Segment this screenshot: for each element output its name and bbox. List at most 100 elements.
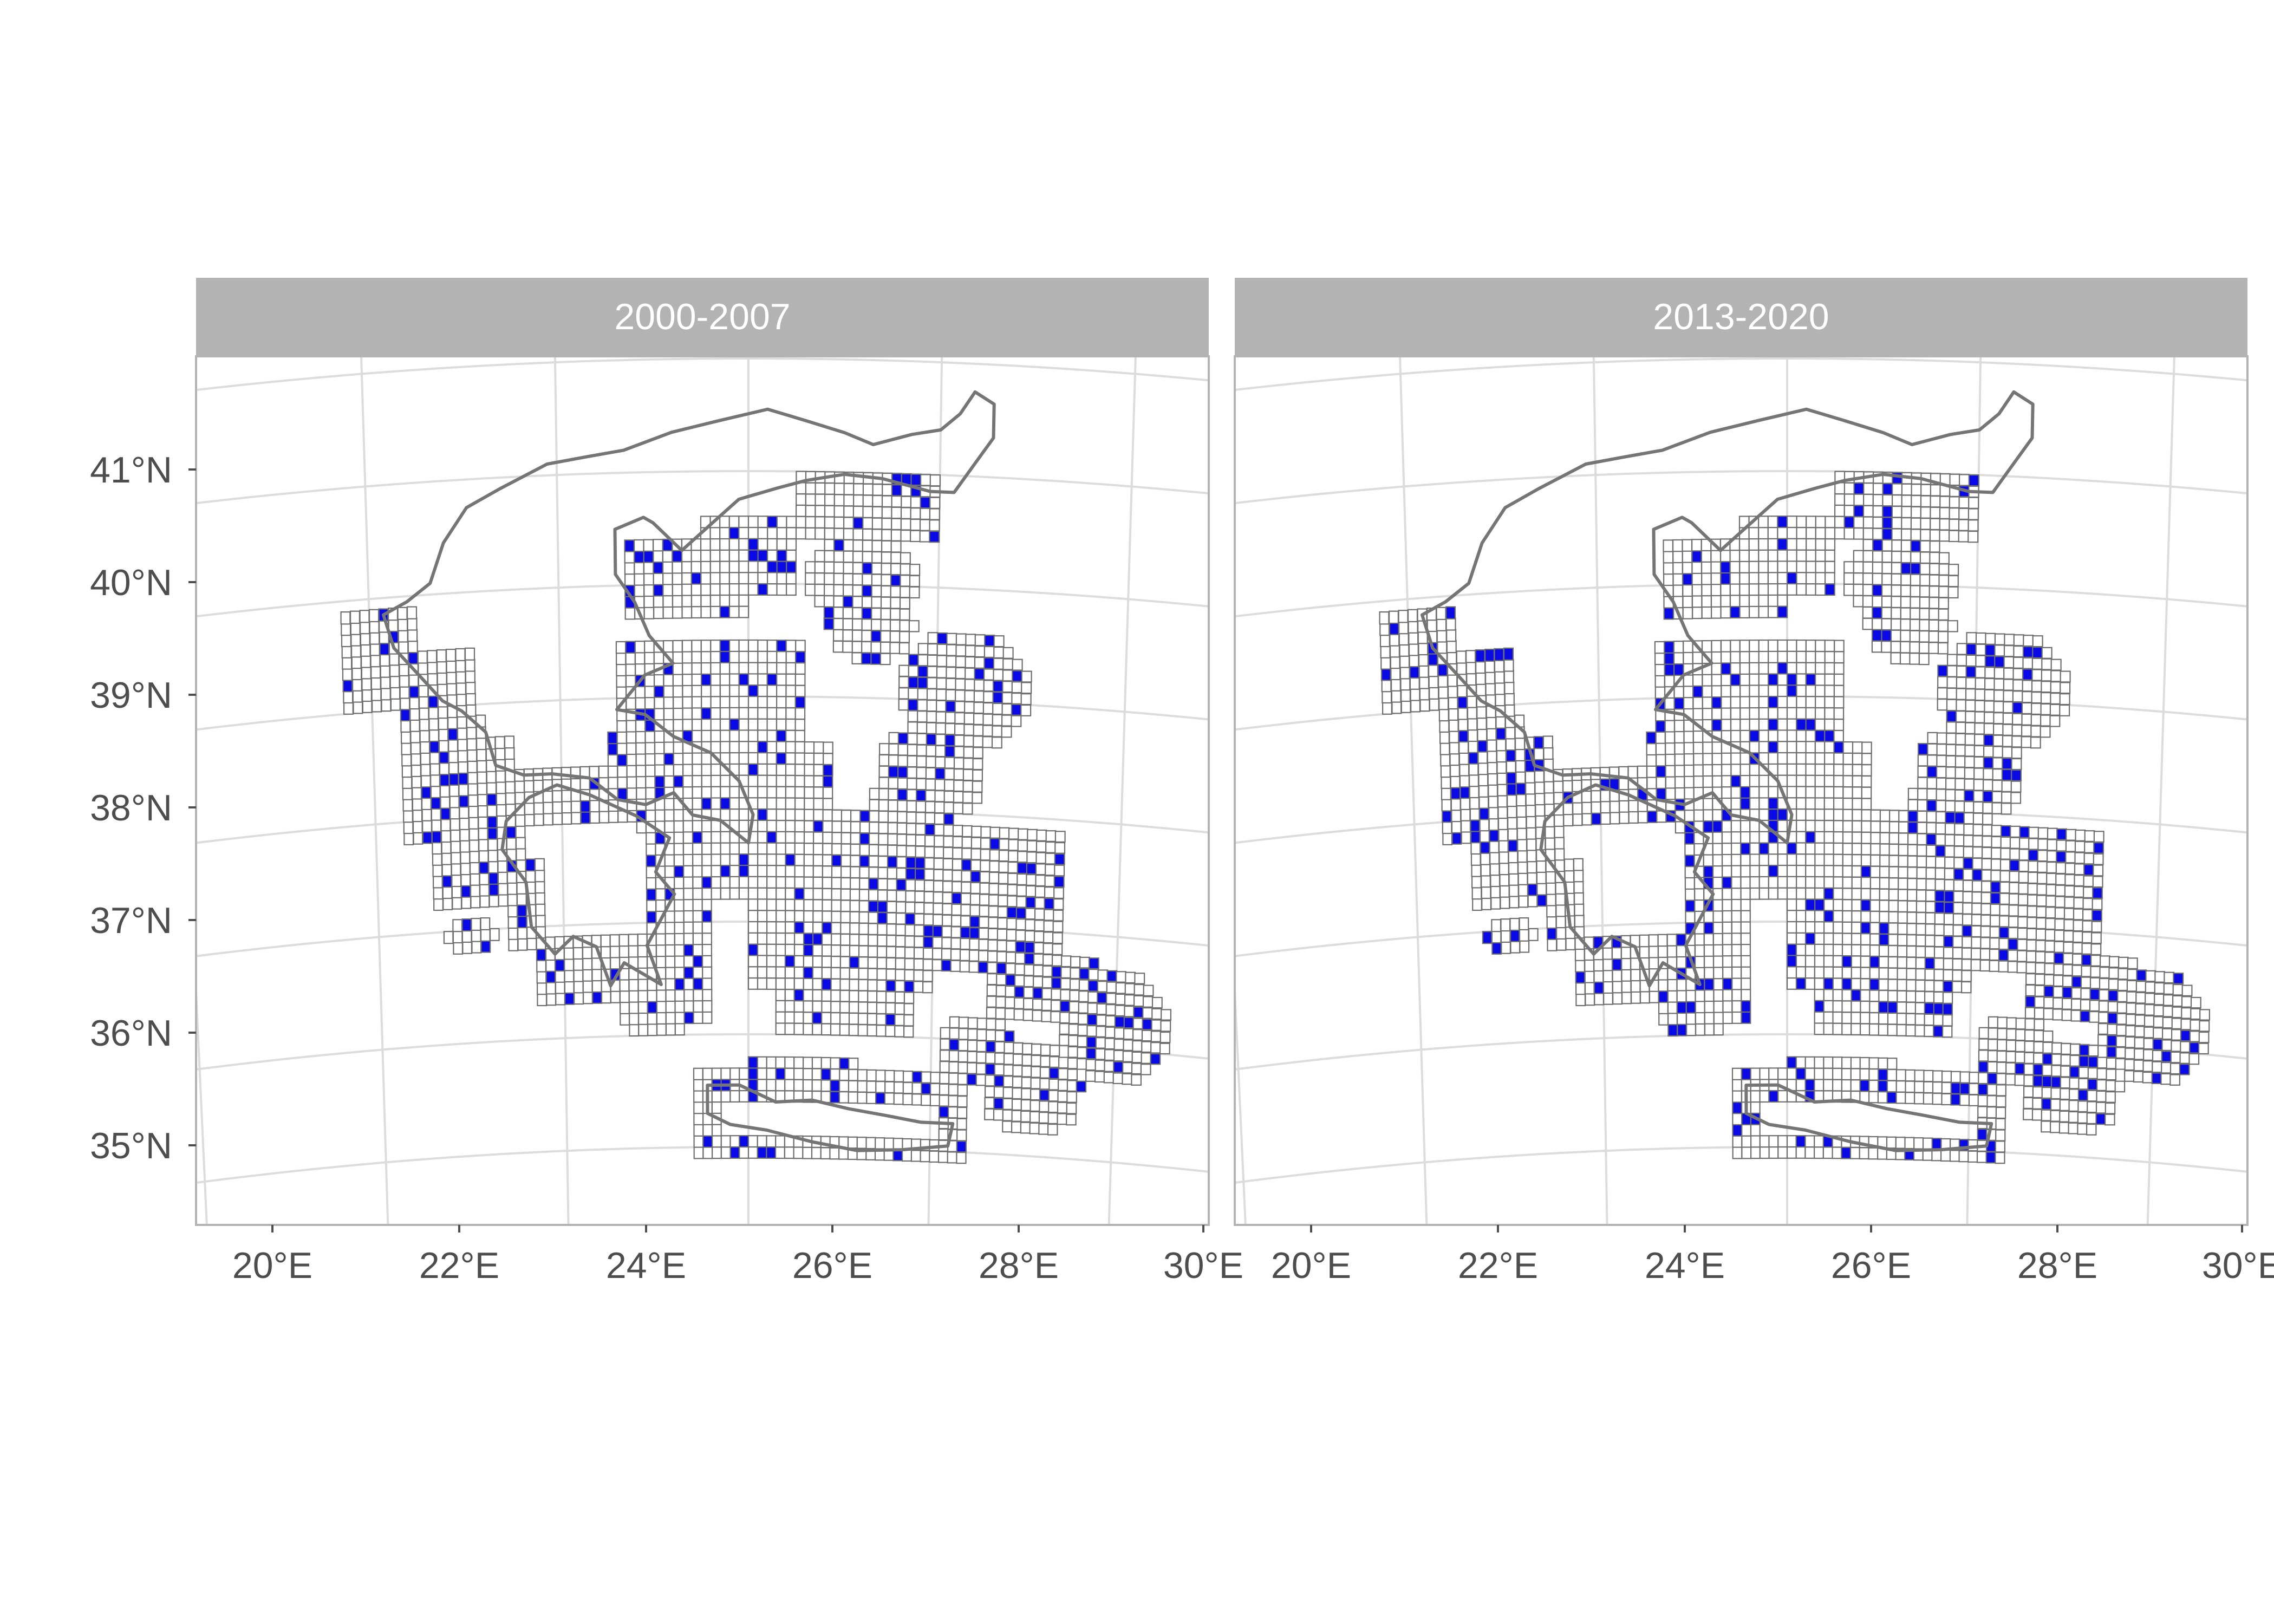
grid-cell xyxy=(2044,929,2056,941)
graticule-parallel xyxy=(1235,357,2247,392)
grid-cell xyxy=(1968,497,1979,509)
grid-cell xyxy=(1730,684,1741,697)
grid-cell xyxy=(535,914,546,928)
grid-cell xyxy=(1805,640,1816,652)
grid-cell xyxy=(1450,798,1461,811)
grid-cell xyxy=(949,1027,960,1040)
grid-cell xyxy=(1692,741,1704,754)
grid-cell xyxy=(757,774,768,787)
grid-cell xyxy=(1841,1022,1852,1035)
grid-cell xyxy=(1704,989,1715,1002)
grid-cell xyxy=(2027,905,2038,918)
peloponnese-outline xyxy=(500,783,676,988)
grid-cell xyxy=(2012,679,2024,692)
grid-cell xyxy=(1973,767,1984,780)
grid-cell xyxy=(701,684,712,697)
grid-cell xyxy=(1928,630,1939,643)
grid-cell xyxy=(1814,853,1825,866)
grid-cell xyxy=(1871,640,1882,653)
grid-cell xyxy=(862,494,874,507)
occupied-grid-cell xyxy=(607,742,618,756)
grid-cell xyxy=(1450,764,1460,778)
grid-cell xyxy=(831,843,842,856)
grid-cell xyxy=(1731,966,1742,979)
grid-cell xyxy=(1897,968,1907,980)
occupied-grid-cell xyxy=(1684,854,1695,868)
occupied-grid-cell xyxy=(488,883,499,896)
grid-cell xyxy=(1878,1057,1888,1070)
grid-cell xyxy=(1890,652,1901,664)
grid-cell xyxy=(1711,640,1722,653)
grid-cell xyxy=(1980,881,1992,893)
grid-cell xyxy=(934,835,944,847)
grid-cell xyxy=(1542,735,1553,749)
occupied-grid-cell xyxy=(944,745,955,758)
grid-cell xyxy=(1860,854,1872,867)
grid-cell xyxy=(2037,838,2049,851)
grid-cell xyxy=(1999,915,2010,928)
grid-cell xyxy=(747,695,759,708)
grid-cell xyxy=(812,989,823,1002)
grid-cell xyxy=(2086,1112,2097,1125)
occupied-grid-cell xyxy=(776,640,787,653)
grid-cell xyxy=(1546,904,1557,918)
grid-cell xyxy=(628,945,638,958)
grid-cell xyxy=(1097,981,1108,993)
grid-cell xyxy=(619,979,630,992)
grid-cell xyxy=(757,1067,767,1080)
occupied-grid-cell xyxy=(1720,572,1731,585)
grid-cell xyxy=(976,1018,988,1030)
grid-cell xyxy=(507,893,518,906)
grid-cell xyxy=(1418,664,1429,678)
grid-cell xyxy=(1852,786,1863,799)
grid-cell xyxy=(1665,753,1676,766)
grid-cell xyxy=(1673,686,1684,699)
occupied-grid-cell xyxy=(833,539,844,552)
occupied-grid-cell xyxy=(887,856,898,868)
grid-cell xyxy=(1731,853,1742,866)
grid-cell xyxy=(822,888,832,901)
grid-cell xyxy=(1499,873,1510,886)
grid-cell xyxy=(1712,808,1723,822)
occupied-grid-cell xyxy=(885,980,896,992)
grid-cell xyxy=(589,811,600,824)
grid-cell xyxy=(776,831,786,844)
grid-cell xyxy=(1795,898,1807,911)
grid-cell xyxy=(894,1014,905,1026)
grid-cell xyxy=(929,1150,940,1163)
grid-cell xyxy=(2051,1042,2062,1054)
grid-cell xyxy=(1048,1078,1059,1091)
grid-cell xyxy=(1646,776,1657,790)
grid-cell xyxy=(537,993,548,1007)
grid-cell xyxy=(861,630,872,642)
grid-cell xyxy=(673,764,684,777)
grid-cell xyxy=(1556,937,1567,951)
occupied-grid-cell xyxy=(1667,1023,1678,1037)
grid-cell xyxy=(1872,516,1884,529)
grid-cell xyxy=(2061,997,2073,1010)
grid-cell xyxy=(965,645,976,657)
grid-cell xyxy=(446,682,457,696)
grid-cell xyxy=(830,967,841,980)
grid-cell xyxy=(2035,940,2047,952)
grid-cell xyxy=(1805,707,1816,720)
grid-cell xyxy=(747,729,759,742)
grid-cell xyxy=(1732,1146,1743,1159)
grid-cell xyxy=(1815,572,1826,585)
grid-cell xyxy=(1104,1060,1115,1072)
grid-cell xyxy=(1052,943,1063,956)
grid-cell xyxy=(775,977,786,990)
grid-cell xyxy=(2073,885,2084,898)
grid-cell xyxy=(1001,726,1012,738)
grid-cell xyxy=(672,640,683,653)
grid-cell xyxy=(1872,494,1884,507)
grid-cell xyxy=(1777,560,1788,573)
grid-cell xyxy=(955,678,966,690)
grid-cell xyxy=(1891,528,1902,541)
grid-cell xyxy=(1917,799,1928,812)
grid-cell xyxy=(403,820,414,834)
grid-cell xyxy=(682,684,693,697)
grid-cell xyxy=(1758,876,1769,889)
grid-cell xyxy=(1995,1118,2006,1130)
grid-cell xyxy=(1843,505,1855,517)
